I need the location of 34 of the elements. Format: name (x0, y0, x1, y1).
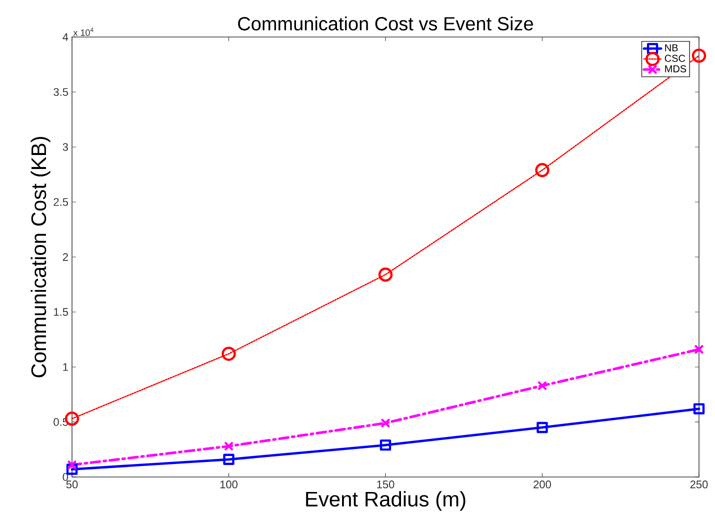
point (381, 418, 390, 428)
x-tick-label: 100 (220, 480, 238, 488)
y-tick-label: 2 (62, 253, 68, 261)
point (693, 403, 705, 414)
y-tick-label: 4 (62, 33, 68, 41)
legend-label: MDS (665, 65, 686, 72)
x-tick-label: 250 (690, 480, 708, 488)
x-tick-label: 50 (66, 480, 78, 488)
y-tick-label: 2.5 (54, 198, 68, 206)
legend-label: NB (665, 44, 678, 52)
point (538, 381, 547, 390)
point (380, 439, 392, 451)
point (692, 48, 706, 63)
x-axis-title: Event Radius (m) (306, 491, 466, 511)
legend-label: CSC (664, 54, 686, 62)
point (536, 422, 548, 434)
point (222, 346, 236, 361)
point (378, 267, 393, 282)
y-tick-label: 3.5 (54, 88, 68, 96)
y-tick-label: 0 (62, 473, 68, 481)
y-tick-label: 3 (62, 143, 68, 151)
point (68, 460, 76, 470)
y-axis-title: Communication Cost (KB) (30, 136, 50, 378)
point (224, 442, 234, 450)
point (694, 345, 704, 354)
y-tick-label: 1.5 (54, 308, 68, 316)
x-tick-label: 200 (534, 480, 551, 488)
point (223, 454, 234, 465)
chart-title: Communication Cost vs Event Size (238, 16, 533, 30)
x-tick-label: 150 (377, 480, 394, 488)
point (66, 464, 78, 475)
text: x 10$^{4}$ (73, 28, 94, 36)
point (535, 162, 550, 178)
y-tick-label: 1 (63, 363, 68, 371)
